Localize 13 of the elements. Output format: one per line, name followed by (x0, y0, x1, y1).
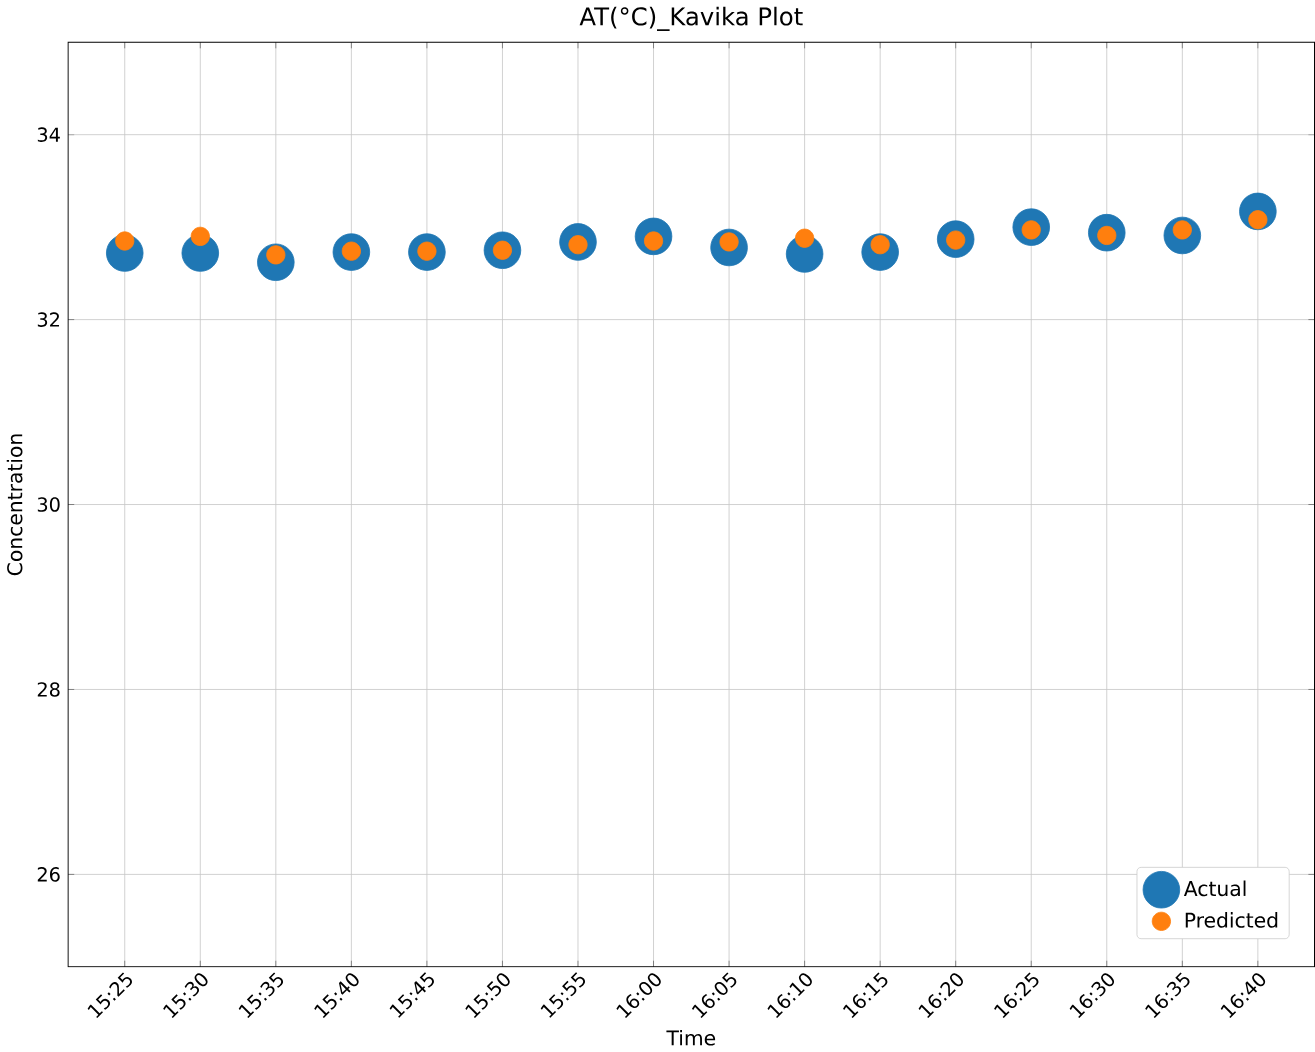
legend-label: Actual (1183, 880, 1246, 897)
point (795, 228, 815, 248)
point (190, 226, 210, 246)
point (115, 231, 135, 251)
y-tick-label: 26 (37, 866, 60, 882)
y-tick-label: 34 (37, 127, 60, 142)
y-axis-title: Concentration (6, 434, 23, 575)
y-tick-label: 32 (37, 312, 59, 327)
legend-label: Predicted (1185, 911, 1278, 928)
y-tick-label: 28 (37, 681, 60, 697)
chart-title: AT(°C)_Kavika Plot (579, 6, 803, 31)
x-axis-title: Time (666, 1029, 716, 1046)
y-tick-label: 30 (37, 497, 60, 512)
